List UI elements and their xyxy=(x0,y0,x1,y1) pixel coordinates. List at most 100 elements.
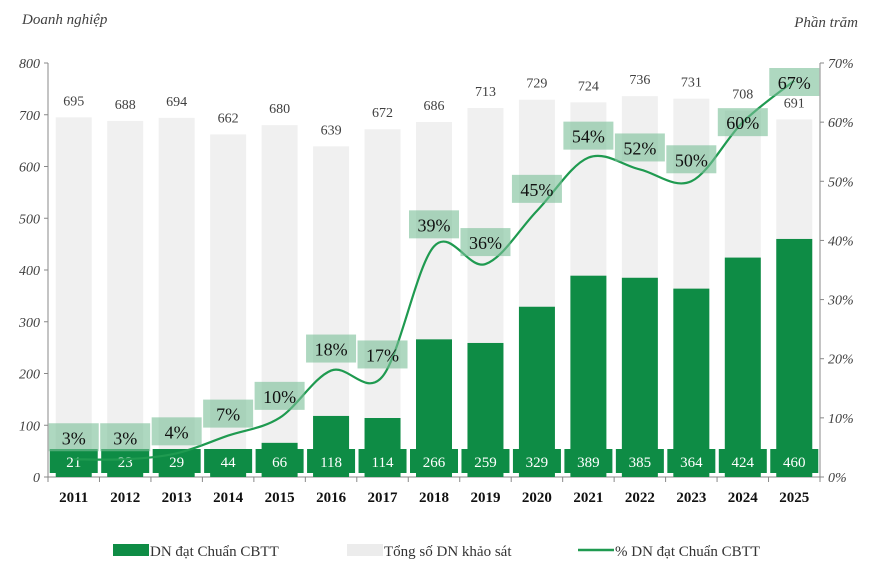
left-tick-label: 0 xyxy=(33,471,40,486)
x-tick-label: 2021 xyxy=(573,490,603,506)
percent-label: 4% xyxy=(165,422,189,442)
total-bar xyxy=(158,117,195,477)
left-axis-title: Doanh nghiệp xyxy=(21,12,108,28)
x-tick-label: 2022 xyxy=(625,490,655,506)
certified-bar xyxy=(776,238,813,477)
total-bar-label: 686 xyxy=(424,99,445,114)
total-bar-label: 694 xyxy=(166,95,187,110)
certified-bar-label: 385 xyxy=(629,455,652,471)
certified-bar-label: 66 xyxy=(272,455,288,471)
x-tick-label: 2017 xyxy=(368,490,399,506)
percent-label-box xyxy=(460,228,511,257)
right-tick-label: 50% xyxy=(828,175,854,190)
total-bar-label: 713 xyxy=(475,85,496,100)
certified-label-box xyxy=(255,449,304,473)
percent-label: 36% xyxy=(469,233,502,253)
total-bar-label: 708 xyxy=(732,88,753,103)
left-tick-label: 200 xyxy=(19,368,40,383)
certified-bar-label: 29 xyxy=(169,455,184,471)
x-tick-label: 2018 xyxy=(419,490,449,506)
right-tick-label: 30% xyxy=(827,294,854,309)
total-bar-label: 639 xyxy=(321,123,342,138)
x-tick-label: 2016 xyxy=(316,490,347,506)
certified-label-box xyxy=(461,449,510,473)
percent-label: 18% xyxy=(315,340,348,360)
certified-label-box xyxy=(204,449,253,473)
certified-bar xyxy=(518,306,555,477)
percent-label-box xyxy=(48,423,99,452)
certified-label-box xyxy=(770,449,819,473)
percent-label-box xyxy=(100,423,151,452)
percent-label-box xyxy=(563,121,614,150)
certified-bar-label: 389 xyxy=(577,455,600,471)
left-tick-label: 800 xyxy=(19,57,40,72)
certified-label-box xyxy=(358,449,407,473)
total-bar-label: 662 xyxy=(218,111,239,126)
x-tick-label: 2013 xyxy=(162,490,192,506)
total-bar-label: 731 xyxy=(681,76,702,91)
certified-bar-label: 424 xyxy=(732,455,755,471)
certified-label-box xyxy=(49,449,98,473)
x-tick-label: 2019 xyxy=(470,490,500,506)
right-tick-label: 70% xyxy=(828,57,854,72)
percent-label-box xyxy=(357,340,408,369)
total-bar-label: 695 xyxy=(63,94,84,109)
percent-label: 39% xyxy=(418,215,451,235)
left-tick-label: 300 xyxy=(18,316,40,331)
percent-label-box xyxy=(254,381,305,410)
percent-label: 67% xyxy=(778,73,811,93)
percent-label: 52% xyxy=(623,138,656,158)
right-tick-label: 0% xyxy=(828,471,847,486)
certified-bar-label: 118 xyxy=(320,455,342,471)
x-tick-label: 2024 xyxy=(728,490,759,506)
legend-swatch-total xyxy=(347,544,383,556)
right-tick-label: 60% xyxy=(828,116,854,131)
certified-bar-label: 23 xyxy=(118,455,133,471)
percent-label-box xyxy=(409,210,459,239)
certified-bar-label: 460 xyxy=(783,455,806,471)
right-tick-label: 20% xyxy=(828,353,854,368)
percent-label: 50% xyxy=(675,150,708,170)
x-tick-label: 2023 xyxy=(676,490,706,506)
certified-label-box xyxy=(307,449,356,473)
certified-bar-label: 364 xyxy=(680,455,703,471)
x-tick-label: 2012 xyxy=(110,490,140,506)
certified-label-box xyxy=(410,449,458,473)
left-tick-label: 700 xyxy=(19,109,40,124)
percent-label: 3% xyxy=(113,428,137,448)
percent-label-box xyxy=(614,133,665,162)
certified-label-box xyxy=(718,449,767,473)
x-tick-label: 2011 xyxy=(59,490,88,506)
percent-label: 60% xyxy=(726,113,759,133)
percent-label: 3% xyxy=(62,428,86,448)
certified-label-box xyxy=(101,449,150,473)
certified-bar-label: 114 xyxy=(372,455,394,471)
total-bar-label: 680 xyxy=(269,102,290,117)
certified-bar xyxy=(621,277,658,477)
right-tick-label: 40% xyxy=(828,234,854,249)
certified-label-box xyxy=(615,449,664,473)
x-tick-label: 2020 xyxy=(522,490,552,506)
total-bar-label: 672 xyxy=(372,106,393,121)
certified-bar-label: 329 xyxy=(526,455,549,471)
certified-bar xyxy=(724,257,761,477)
left-tick-label: 400 xyxy=(19,264,40,279)
certified-bar-label: 259 xyxy=(474,455,497,471)
certified-bar-label: 44 xyxy=(221,455,237,471)
legend-label-certified: DN đạt Chuẩn CBTT xyxy=(150,544,279,560)
legend-label-percent: % DN đạt Chuẩn CBTT xyxy=(615,544,760,560)
legend-label-total: Tổng số DN khảo sát xyxy=(384,544,512,560)
total-bar-label: 691 xyxy=(784,96,805,111)
left-tick-label: 100 xyxy=(19,419,40,434)
percent-label-box xyxy=(666,145,717,174)
certified-bar-label: 266 xyxy=(423,455,446,471)
percent-label-box xyxy=(203,399,254,428)
certified-bar xyxy=(673,288,710,477)
certified-bar-label: 21 xyxy=(66,455,81,471)
left-tick-label: 600 xyxy=(19,161,40,176)
percent-label-box xyxy=(511,174,562,203)
total-bar-label: 724 xyxy=(578,79,599,94)
left-tick-label: 500 xyxy=(19,212,40,227)
